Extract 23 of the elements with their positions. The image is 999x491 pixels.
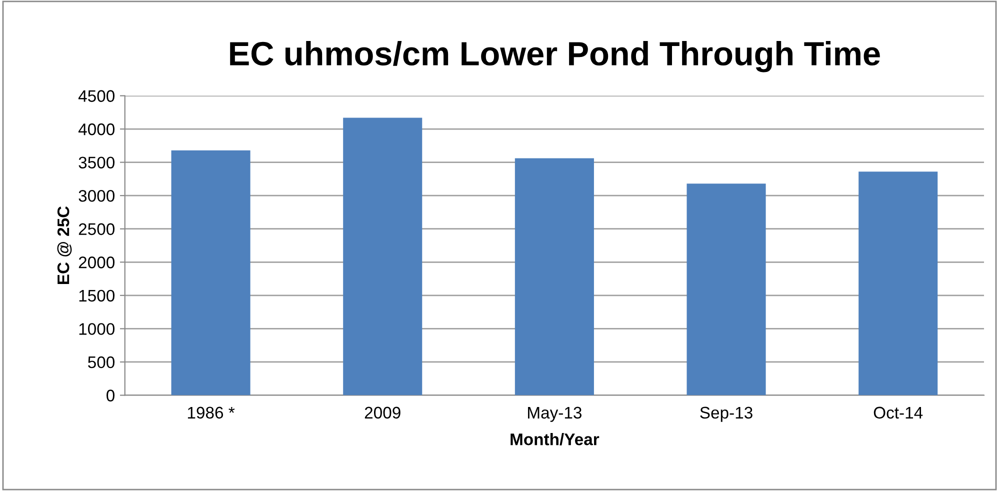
y-tick-label: 0 <box>106 390 114 402</box>
y-tick-label: 500 <box>88 356 115 368</box>
y-tick-label: 4000 <box>78 123 115 136</box>
chart-title: EC uhmos/cm Lower Pond Through Time <box>230 41 880 72</box>
x-tick-label: May-13 <box>528 406 582 422</box>
x-tick-label: 1986 * <box>188 406 235 419</box>
bar <box>514 158 594 396</box>
bar <box>686 184 766 396</box>
y-tick-label: 3000 <box>78 190 115 202</box>
x-tick-label: 2009 <box>364 406 400 419</box>
x-axis-title: Month/Year <box>510 433 600 446</box>
y-tick-label: 2500 <box>78 223 115 236</box>
bar <box>858 172 938 396</box>
x-tick-label: Sep-13 <box>700 406 752 422</box>
x-tick-label: Oct-14 <box>874 406 923 419</box>
bar <box>343 118 422 396</box>
y-tick-label: 1500 <box>79 290 115 302</box>
bar <box>171 150 250 396</box>
y-tick-label: 2000 <box>78 256 115 268</box>
y-axis-title: EC @ 25C <box>57 206 72 284</box>
y-tick-label: 1000 <box>79 323 115 335</box>
y-tick-label: 3500 <box>78 156 115 169</box>
y-tick-label: 4500 <box>78 90 115 102</box>
